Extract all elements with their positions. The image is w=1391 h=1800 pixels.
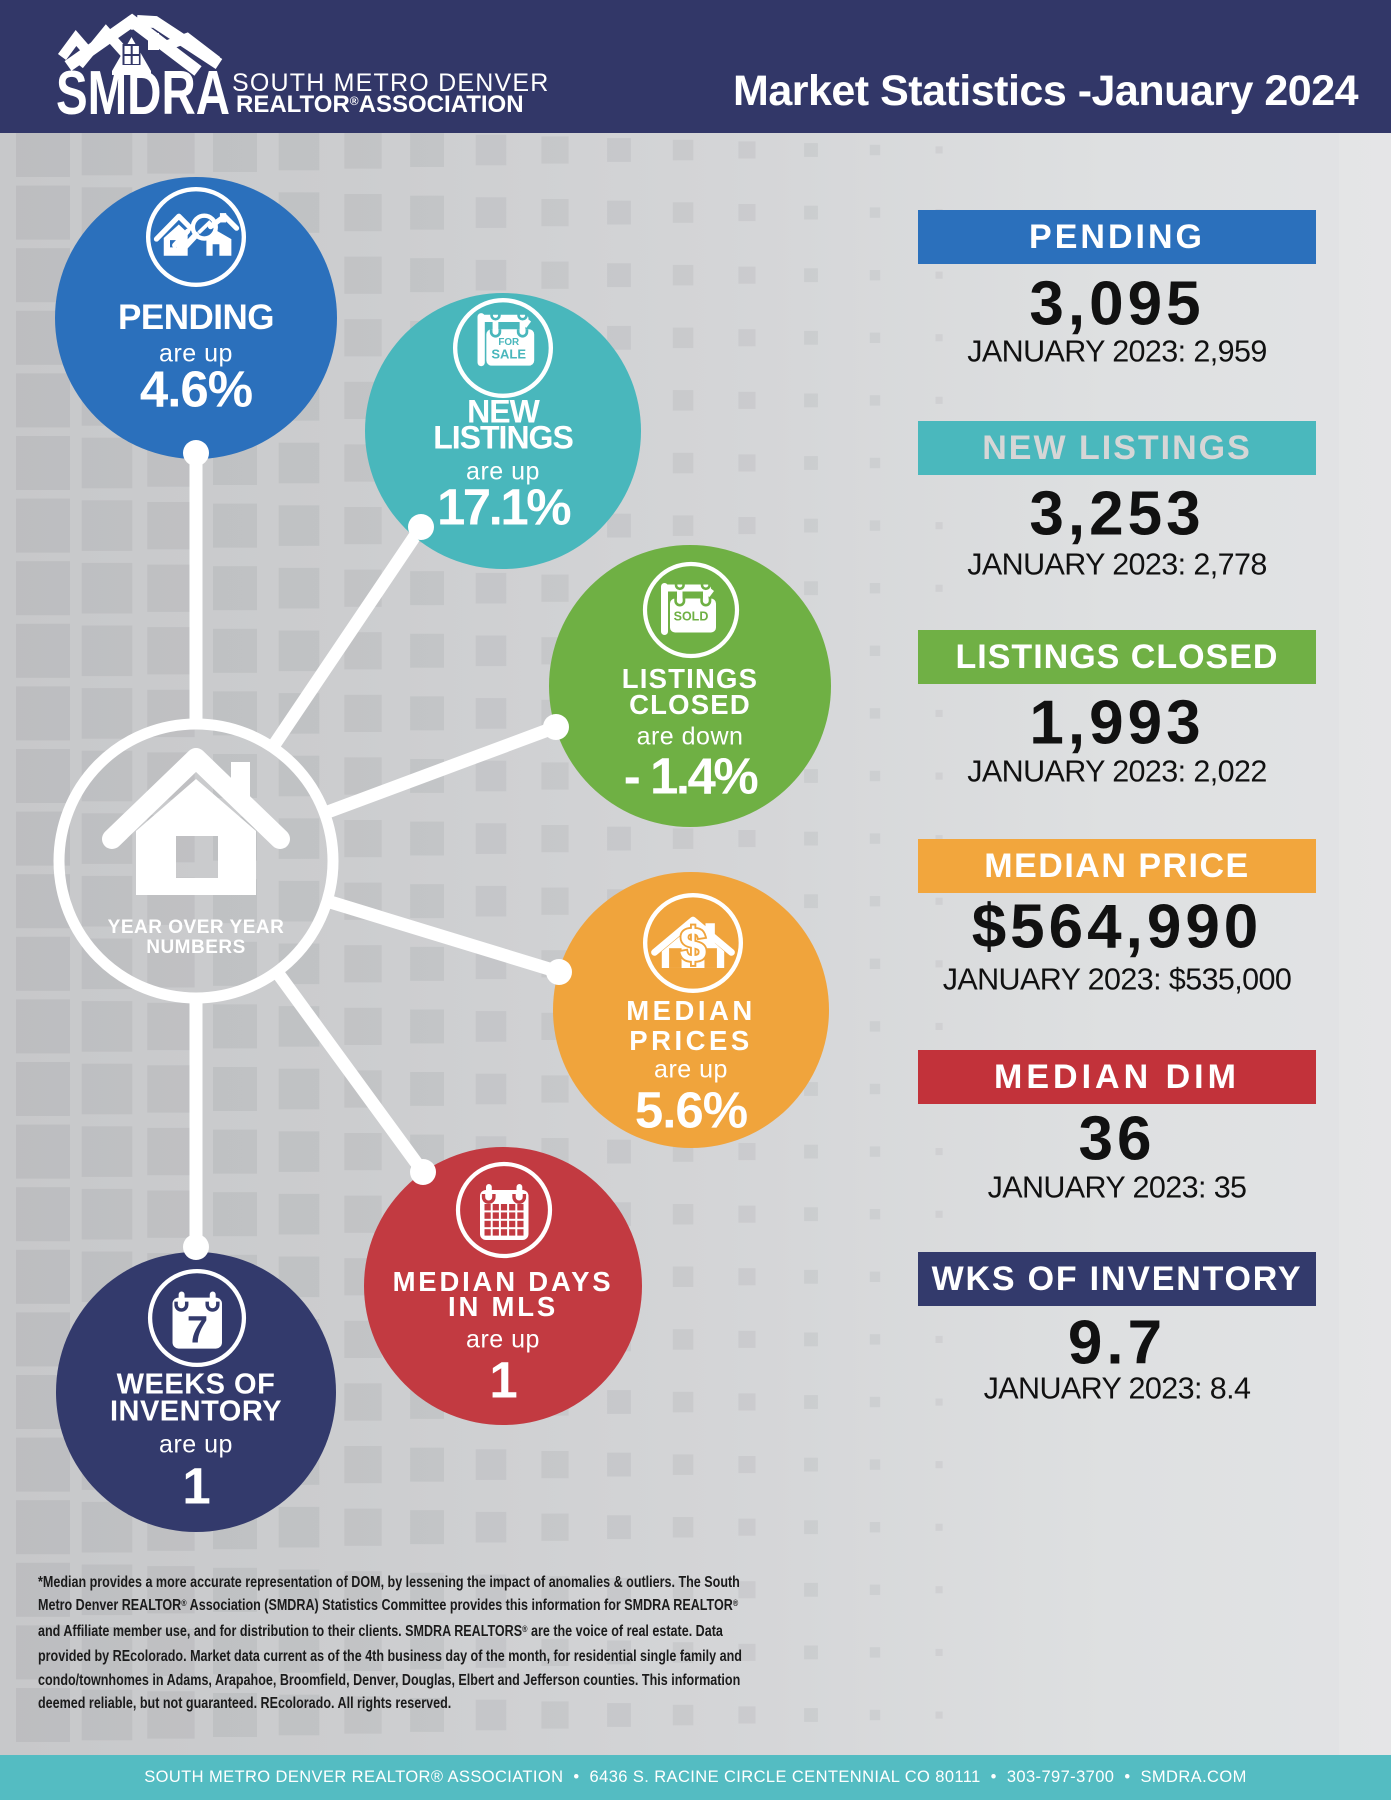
svg-text:YEAR OVER YEAR: YEAR OVER YEAR [108, 917, 285, 938]
svg-text:SMDRA: SMDRA [56, 59, 230, 128]
svg-text:NUMBERS: NUMBERS [146, 937, 246, 958]
svg-text:SOLD: SOLD [674, 610, 709, 624]
svg-text:FOR: FOR [498, 337, 519, 348]
svg-text:$: $ [680, 920, 707, 973]
svg-text:REALTOR®ASSOCIATION: REALTOR®ASSOCIATION [236, 91, 524, 118]
svg-text:SALE: SALE [491, 346, 526, 361]
svg-text:7: 7 [187, 1308, 208, 1350]
svg-text:SOUTH METRO DENVER: SOUTH METRO DENVER [232, 69, 549, 97]
